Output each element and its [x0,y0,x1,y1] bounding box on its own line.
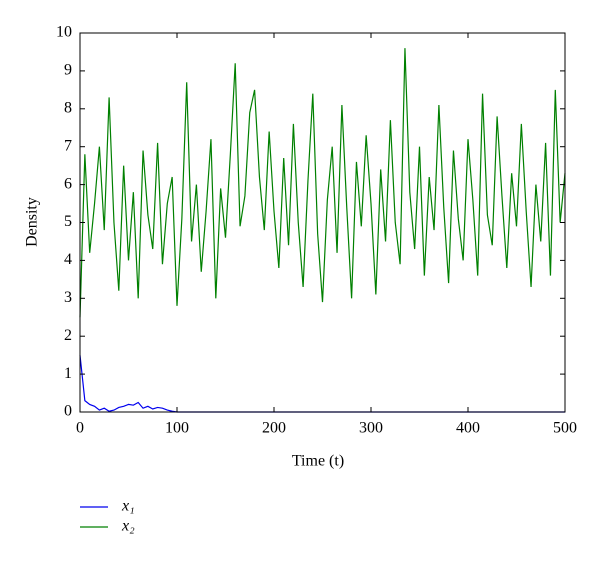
y-tick-label: 7 [64,137,72,154]
x-tick-label: 400 [456,420,480,437]
y-tick-label: 1 [64,365,72,382]
y-tick-label: 0 [64,403,72,420]
y-tick-label: 8 [64,99,72,116]
y-tick-label: 4 [64,251,72,268]
y-tick-label: 9 [64,62,72,79]
plot-frame [79,32,566,413]
y-tick-label: 10 [56,24,72,41]
y-tick-label: 2 [64,327,72,344]
legend-label: x₁ [121,498,135,515]
x-tick-label: 500 [553,420,577,437]
x-tick-label: 0 [76,420,84,437]
legend-label: x₂ [121,518,135,535]
x-tick-label: 200 [262,420,286,437]
y-axis-label: Density [24,197,41,247]
data-line [79,48,566,318]
x-tick-label: 300 [359,420,383,437]
x-axis-label: Time (t) [292,453,344,470]
y-tick-label: 6 [64,175,72,192]
x-tick-label: 100 [165,420,189,437]
y-tick-label: 3 [64,289,72,306]
y-tick-label: 5 [64,213,72,230]
data-line [79,355,565,413]
